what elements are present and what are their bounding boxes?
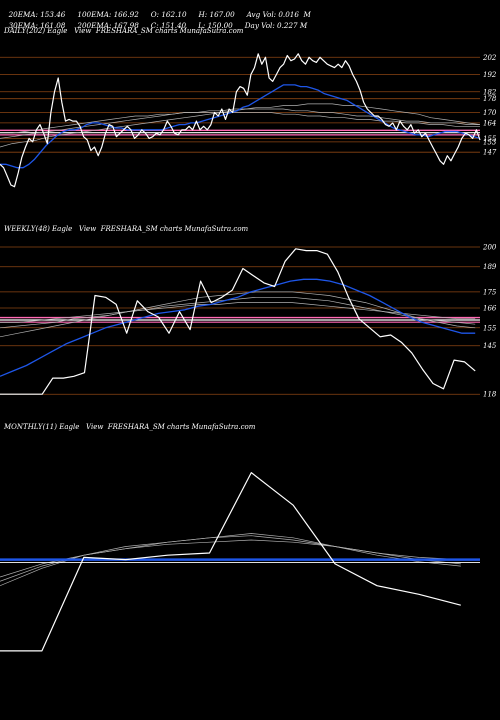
weekly-level-label-155: 155 — [483, 324, 497, 332]
weekly-price-line — [0, 248, 476, 395]
weekly-level-label-189: 189 — [483, 263, 497, 271]
weekly-level-label-200: 200 — [482, 243, 497, 251]
daily-price-line — [0, 53, 481, 188]
day-vol-label: Day Vol: 0.227 M — [244, 21, 308, 30]
ema20-label: 20EMA: 153.46 — [8, 10, 66, 19]
monthly-price-line — [0, 472, 461, 652]
weekly-level-label-175: 175 — [483, 288, 497, 296]
weekly-ema-grey-line-2 — [0, 296, 476, 329]
daily-level-label-178: 178 — [483, 95, 497, 103]
daily-level-label-202: 202 — [482, 54, 497, 62]
avg-vol-label: Avg Vol: 0.016 M — [246, 10, 311, 19]
close-label: C: 151.40 — [150, 21, 187, 30]
weekly-level-label-145: 145 — [483, 342, 497, 350]
ema100-label: 100EMA: 166.92 — [77, 10, 139, 19]
weekly-level-label-118: 118 — [483, 391, 497, 399]
weekly-ema-grey-line-1 — [0, 291, 476, 338]
daily-level-label-155: 155 — [483, 135, 497, 143]
indicator-header-line-1: 20EMA: 153.46 100EMA: 166.92 O: 162.10 H: 1… — [4, 1, 311, 19]
daily-level-label-182: 182 — [483, 88, 497, 96]
daily-level-label-153: 153 — [483, 138, 497, 146]
daily-ema-grey-line-1 — [0, 103, 481, 148]
weekly-ema-blue-line — [0, 278, 476, 377]
daily-level-label-170: 170 — [483, 109, 497, 117]
daily-level-label-147: 147 — [483, 149, 497, 157]
high-label: H: 167.00 — [198, 10, 235, 19]
monthly-ema-grey-line-1 — [0, 533, 461, 587]
weekly-ema-grey-line-3 — [0, 302, 476, 323]
weekly-level-label-166: 166 — [483, 305, 497, 313]
monthly-ema-grey-line-3 — [0, 539, 461, 578]
daily-level-label-164: 164 — [483, 119, 496, 127]
daily-level-label-192: 192 — [483, 71, 497, 79]
daily-ema-grey-line-2 — [0, 108, 480, 139]
ema30-label: 30EMA: 161.08 — [8, 21, 66, 30]
monthly-panel-title: MONTHLY(11) Eagle View FRESHARA_SM chart… — [4, 423, 256, 431]
low-label: L: 150.00 — [198, 21, 233, 30]
daily-ema-blue-line — [0, 84, 481, 169]
open-label: O: 162.10 — [150, 10, 187, 19]
monthly-ema-grey-line-2 — [0, 535, 461, 582]
daily-panel-title: DAILY(202) Eagle View FRESHARA_SM charts… — [4, 27, 244, 35]
weekly-panel-title: WEEKLY(48) Eagle View FRESHARA_SM charts… — [4, 225, 249, 233]
ema200-label: 200EMA: 167.98 — [77, 21, 139, 30]
indicator-header-line-2: 30EMA: 161.08 200EMA: 167.98 C: 151.40 L: 1… — [4, 12, 308, 30]
